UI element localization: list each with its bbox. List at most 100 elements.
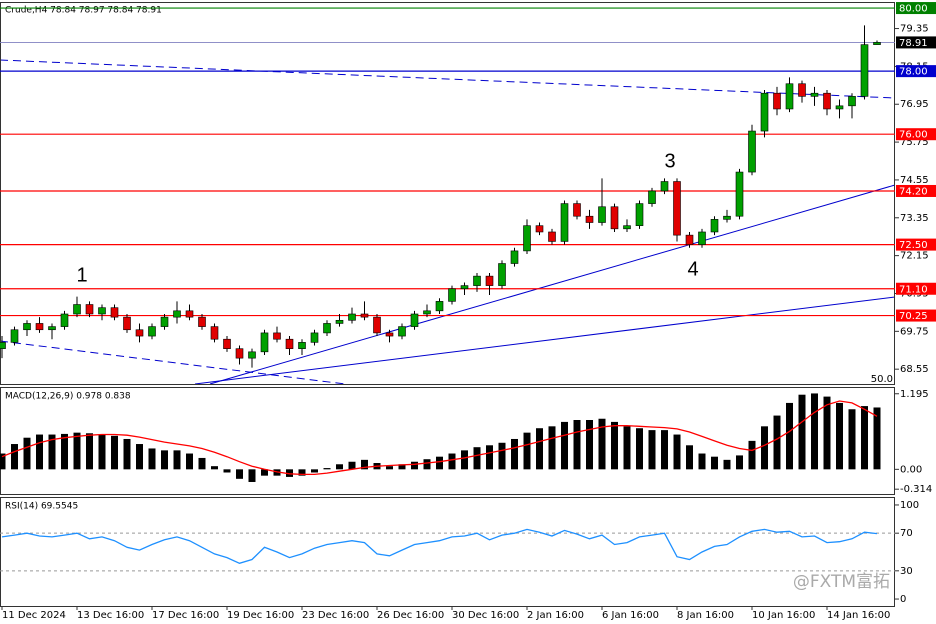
- macd-bar: [48, 434, 56, 470]
- x-tick-label: 2 Jan 16:00: [527, 610, 584, 621]
- macd-bar: [111, 435, 118, 470]
- trendline: [209, 184, 896, 385]
- x-tick-label: 13 Dec 16:00: [77, 610, 144, 621]
- y-tick-label: 1.195: [900, 389, 929, 400]
- macd-bar: [748, 440, 756, 470]
- candle-body: [748, 130, 756, 173]
- candle-body: [173, 310, 181, 318]
- level-label: 80.00: [899, 4, 928, 15]
- macd-bar: [298, 469, 306, 476]
- candle-body: [535, 225, 544, 233]
- candle-body: [85, 304, 94, 315]
- macd-bar: [536, 428, 543, 470]
- macd-bar: [661, 430, 668, 470]
- chart-title: Crude,H4 78.84 78.97 78.84 78.91: [5, 6, 162, 16]
- trendline: [0, 340, 346, 385]
- rsi-line: [1, 528, 878, 564]
- candle-body: [385, 332, 394, 337]
- candle-body: [298, 342, 306, 349]
- macd-bar: [61, 433, 68, 470]
- macd-bar: [511, 438, 518, 470]
- candle-body: [835, 105, 844, 110]
- trendline: [0, 59, 896, 99]
- x-tick-label: 6 Jan 16:00: [602, 610, 659, 621]
- frames: [0, 2, 895, 607]
- candle-body: [410, 313, 419, 327]
- level-label-bg: [896, 2, 936, 15]
- x-tick-label: 17 Dec 16:00: [152, 610, 219, 621]
- candle-body: [235, 348, 244, 359]
- macd-bar: [711, 456, 718, 470]
- candle-body: [648, 190, 656, 204]
- macd-frame: [0, 387, 895, 495]
- candle-body: [498, 263, 506, 286]
- candle-body: [110, 307, 119, 318]
- y-tick-label: 75.75: [900, 137, 929, 148]
- candle-body: [48, 326, 56, 331]
- macd-bar: [148, 448, 156, 470]
- macd-bar: [836, 402, 843, 470]
- candle-body: [223, 338, 231, 349]
- candle-body: [798, 83, 806, 97]
- candle-body: [35, 323, 44, 331]
- watermark: @FXTM富拓: [793, 572, 890, 592]
- candle-body: [23, 323, 31, 331]
- candle-body: [248, 351, 256, 359]
- macd-bar: [323, 468, 331, 470]
- candle-body: [148, 326, 156, 337]
- macd-bar: [311, 469, 318, 473]
- candle-body: [435, 301, 444, 312]
- macd-bar: [873, 407, 881, 470]
- macd-bar: [761, 426, 768, 470]
- macd-bar: [398, 464, 406, 470]
- macd-bar: [798, 394, 806, 470]
- candle-body: [860, 44, 869, 97]
- candle-body: [598, 206, 606, 223]
- candle-body: [573, 203, 581, 217]
- candle-body: [398, 326, 406, 337]
- candle-body: [810, 92, 819, 97]
- candle-body: [710, 219, 719, 233]
- candle-body: [360, 313, 369, 318]
- candle-body: [210, 326, 219, 340]
- y-tick-label: -0.314: [900, 484, 932, 495]
- macd-bar: [236, 469, 243, 479]
- level-label-bg: [896, 184, 936, 197]
- candle-body: [285, 338, 294, 349]
- candle-body: [685, 234, 694, 245]
- level-label: 71.10: [899, 284, 928, 295]
- macd-bar: [23, 437, 31, 470]
- macd-bar: [98, 434, 106, 470]
- candle-body: [623, 225, 631, 230]
- y-tick-label: 72.15: [900, 251, 929, 262]
- level-label: 76.00: [899, 130, 928, 141]
- rsi-frame: [0, 497, 895, 607]
- price-label: 78.91: [899, 38, 928, 49]
- macd-bar: [698, 453, 706, 470]
- candle-body: [373, 316, 381, 334]
- candle-body: [185, 310, 194, 318]
- macd-bar: [461, 450, 468, 470]
- candle-body: [523, 225, 531, 252]
- macd-bar: [186, 453, 193, 470]
- macd-bar: [123, 438, 131, 470]
- x-tick-label: 30 Dec 16:00: [452, 610, 519, 621]
- candle-body: [660, 181, 669, 192]
- scale-note: 50.0: [871, 374, 893, 385]
- y-tick-label: 73.35: [900, 213, 929, 224]
- candle-body: [610, 206, 619, 230]
- level-label-bg: [896, 238, 936, 251]
- candle-body: [0, 342, 6, 349]
- candle-body: [848, 96, 856, 107]
- candle-body: [548, 231, 556, 242]
- y-tick-label: 69.75: [900, 326, 929, 337]
- main-frame: [0, 2, 895, 385]
- macd-bar: [286, 469, 293, 477]
- level-label-bg: [896, 282, 936, 295]
- macd-bar: [348, 461, 356, 470]
- x-tick-label: 14 Jan 16:00: [827, 610, 890, 621]
- candle-body: [823, 92, 831, 110]
- macd-bar: [773, 415, 781, 470]
- macd-bar: [361, 459, 368, 470]
- candle-body: [335, 319, 344, 324]
